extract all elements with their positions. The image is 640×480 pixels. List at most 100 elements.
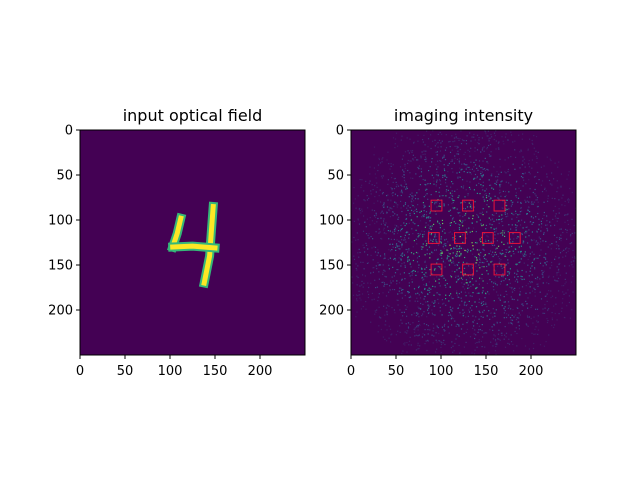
speckle-pixel (351, 241, 353, 243)
speckle-pixel (410, 219, 413, 221)
detector-region (462, 199, 474, 212)
speckle-pixel (395, 249, 397, 251)
speckle-pixel (546, 156, 548, 158)
speckle-pixel (458, 277, 461, 279)
speckle-pixel (367, 248, 369, 250)
speckle-pixel (475, 265, 477, 267)
speckle-pixel (462, 186, 464, 188)
speckle-pixel (459, 215, 461, 217)
speckle-pixel (510, 200, 512, 202)
speckle-pixel (478, 249, 480, 251)
speckle-pixel (437, 258, 439, 260)
speckle-pixel (534, 193, 536, 195)
speckle-pixel (537, 333, 539, 335)
speckle-pixel (439, 203, 441, 205)
speckle-pixel (475, 262, 477, 264)
speckle-pixel (527, 207, 530, 209)
speckle-pixel (508, 247, 510, 249)
speckle-pixel (394, 272, 397, 274)
speckle-pixel (484, 169, 486, 171)
speckle-pixel (403, 272, 405, 274)
speckle-pixel (506, 284, 508, 286)
speckle-pixel (507, 168, 509, 171)
speckle-pixel (530, 306, 532, 308)
speckle-pixel (397, 299, 399, 301)
speckle-pixel (559, 262, 561, 265)
speckle-pixel (482, 160, 484, 162)
speckle-pixel (399, 331, 401, 333)
speckle-pixel (430, 234, 432, 236)
speckle-pixel (509, 286, 511, 288)
speckle-pixel (452, 257, 454, 259)
speckle-pixel (448, 264, 451, 266)
speckle-pixel (452, 258, 454, 260)
speckle-pixel (461, 300, 463, 302)
image-content (351, 130, 576, 355)
speckle-pixel (398, 282, 401, 284)
speckle-pixel (463, 214, 465, 216)
speckle-pixel (414, 206, 416, 208)
speckle-pixel (507, 243, 509, 245)
speckle-pixel (426, 276, 428, 278)
speckle-pixel (537, 212, 539, 215)
speckle-pixel (531, 167, 533, 169)
speckle-pixel (507, 215, 509, 217)
speckle-pixel (465, 213, 467, 215)
speckle-pixel (515, 263, 517, 265)
speckle-pixel (523, 179, 525, 181)
speckle-pixel (470, 207, 473, 209)
speckle-pixel (405, 218, 407, 220)
speckle-pixel (479, 261, 481, 264)
speckle-pixel (509, 271, 511, 273)
speckle-pixel (399, 241, 401, 243)
speckle-pixel (429, 212, 431, 214)
speckle-pixel (498, 258, 500, 260)
speckle-pixel (457, 223, 459, 225)
speckle-pixel (449, 196, 451, 199)
speckle-pixel (546, 215, 548, 217)
speckle-pixel (564, 278, 566, 280)
speckle-pixel (416, 324, 418, 326)
speckle-pixel (463, 140, 465, 142)
speckle-pixel (434, 234, 436, 236)
speckle-pixel (458, 255, 460, 257)
speckle-pixel (394, 143, 396, 145)
speckle-pixel (538, 236, 540, 238)
speckle-pixel (483, 303, 485, 305)
speckle-pixel (525, 271, 527, 273)
speckle-pixel (538, 179, 540, 181)
speckle-pixel (373, 267, 375, 269)
speckle-pixel (544, 295, 546, 297)
speckle-pixel (448, 255, 450, 258)
speckle-pixel (397, 293, 399, 295)
speckle-pixel (490, 227, 492, 229)
speckle-pixel (551, 261, 553, 264)
speckle-pixel (504, 235, 506, 237)
speckle-pixel (513, 238, 515, 240)
speckle-pixel (430, 228, 432, 230)
speckle-pixel (453, 208, 455, 210)
speckle-pixel (531, 274, 533, 276)
speckle-pixel (476, 242, 478, 244)
speckle-pixel (516, 279, 518, 281)
speckle-pixel (439, 160, 441, 162)
speckle-pixel (469, 155, 471, 157)
speckle-pixel (520, 245, 522, 247)
speckle-pixel (424, 334, 426, 336)
speckle-pixel (384, 255, 386, 257)
speckle-pixel (373, 154, 375, 156)
speckle-pixel (400, 319, 402, 321)
speckle-pixel (564, 221, 566, 223)
speckle-pixel (424, 153, 426, 155)
speckle-pixel (420, 308, 422, 310)
speckle-pixel (431, 201, 433, 203)
speckle-pixel (448, 232, 450, 234)
speckle-pixel (500, 171, 502, 173)
speckle-pixel (486, 235, 488, 237)
speckle-pixel (398, 216, 400, 218)
speckle-pixel (391, 333, 393, 335)
speckle-pixel (378, 278, 380, 280)
speckle-pixel (416, 297, 418, 299)
speckle-pixel (500, 264, 502, 266)
speckle-pixel (529, 188, 531, 190)
